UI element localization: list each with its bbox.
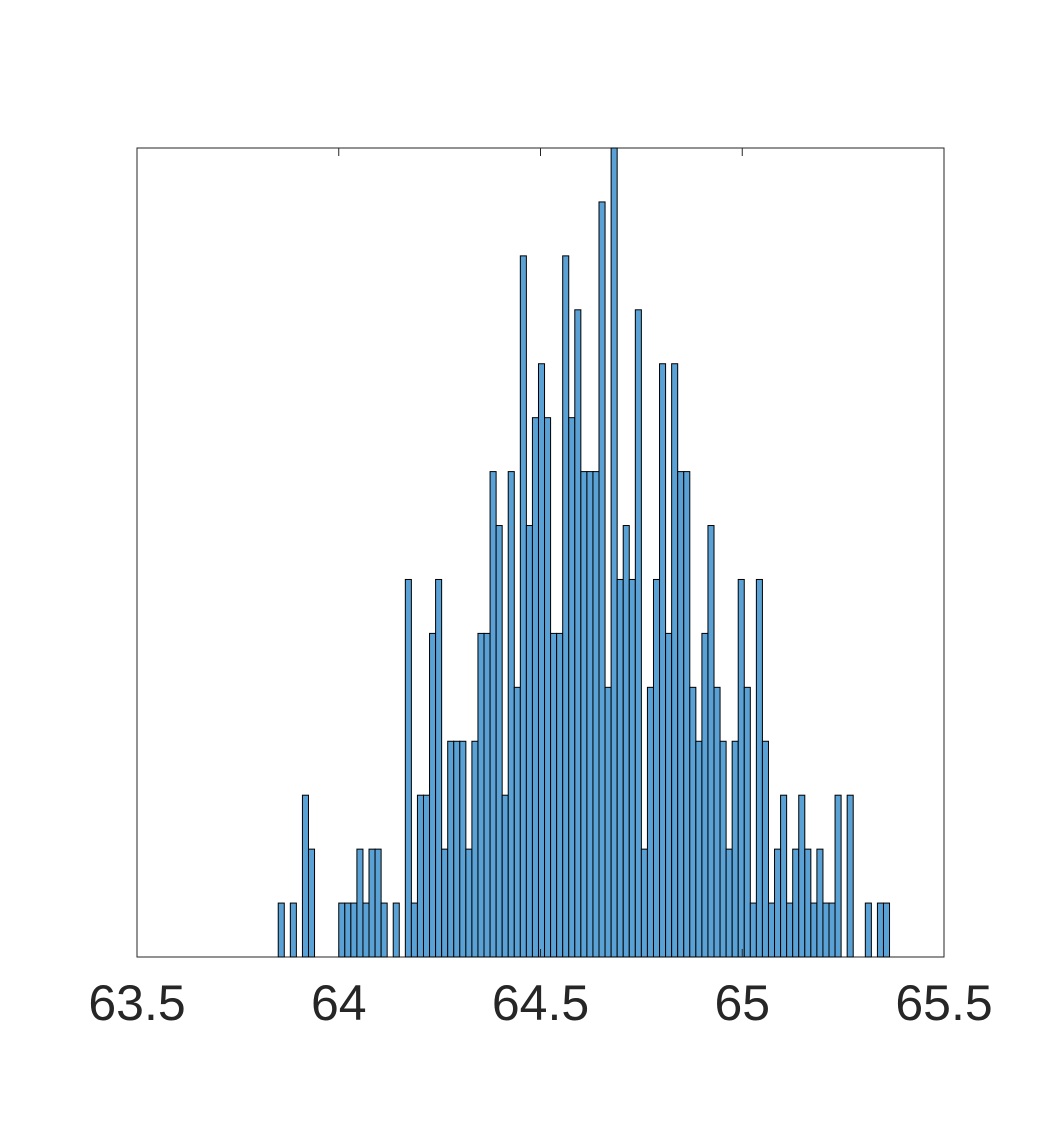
bar [301,794,309,958]
bar [882,902,891,958]
bar [350,902,358,958]
bar [580,471,588,958]
bar [435,578,443,958]
bar [743,686,751,958]
bar [422,794,431,958]
bar [634,309,642,958]
bar [568,417,576,958]
bar [410,902,418,958]
bar [761,740,769,958]
bar [652,578,661,958]
x-tick-label: 64 [311,975,367,1031]
bar [562,255,570,958]
bar [755,578,763,958]
bar [531,417,539,958]
bar [416,794,424,958]
bar [780,794,788,958]
x-tick-label: 63.5 [88,975,185,1031]
bar [737,578,745,958]
bar [471,740,479,958]
bar [374,848,382,958]
bar [646,686,654,958]
bar [556,632,564,958]
bar [659,363,667,958]
bar [767,902,776,958]
bar [695,740,703,958]
bar [537,363,546,958]
bar [380,902,388,958]
bar [495,525,503,958]
bar [441,848,449,958]
x-tick-label: 65 [714,975,770,1031]
bar [719,740,727,958]
bar [828,902,836,958]
bar [810,902,818,958]
bar [289,902,297,958]
bar [550,632,558,958]
bar [707,525,715,958]
bar [586,471,594,958]
bar [792,848,800,958]
bar [447,740,455,958]
bar [592,471,600,958]
bar [671,363,679,958]
bar [525,525,533,958]
bar [483,632,491,958]
bar [465,848,473,958]
bar [798,794,806,958]
bar [459,740,467,958]
bar [834,794,842,958]
bar [749,902,757,958]
bar [816,848,824,958]
bar [864,902,872,958]
bar [640,848,648,958]
bar [725,848,733,958]
bar [519,255,527,958]
bar [277,902,285,958]
bar [665,632,673,958]
bar [822,902,830,958]
bar [489,471,497,958]
bar [774,848,782,958]
bar [689,686,697,958]
bar [701,632,709,958]
bar [404,578,412,958]
bar [574,309,582,958]
bar [616,578,624,958]
bar [731,740,739,958]
bar [392,902,400,958]
bar [786,902,794,958]
bar [507,471,515,958]
bar [622,525,630,958]
x-tick-label: 65.5 [895,975,992,1031]
bar [604,686,612,958]
bar [876,902,884,958]
bar [598,201,606,958]
bar [307,848,316,958]
bar [453,740,461,958]
bar [501,794,509,958]
bar [846,794,854,958]
bar [628,578,636,958]
bar [477,632,485,958]
bar [683,471,691,958]
bar [610,147,618,958]
bar [356,848,364,958]
bar [804,848,812,958]
bar [677,471,685,958]
bar [344,902,352,958]
bar [368,848,376,958]
x-tick-label: 64.5 [492,975,589,1031]
bar [338,902,346,958]
bar [362,902,370,958]
bar [713,686,721,958]
bar [429,632,437,958]
bar [513,686,521,958]
bar [544,417,552,958]
